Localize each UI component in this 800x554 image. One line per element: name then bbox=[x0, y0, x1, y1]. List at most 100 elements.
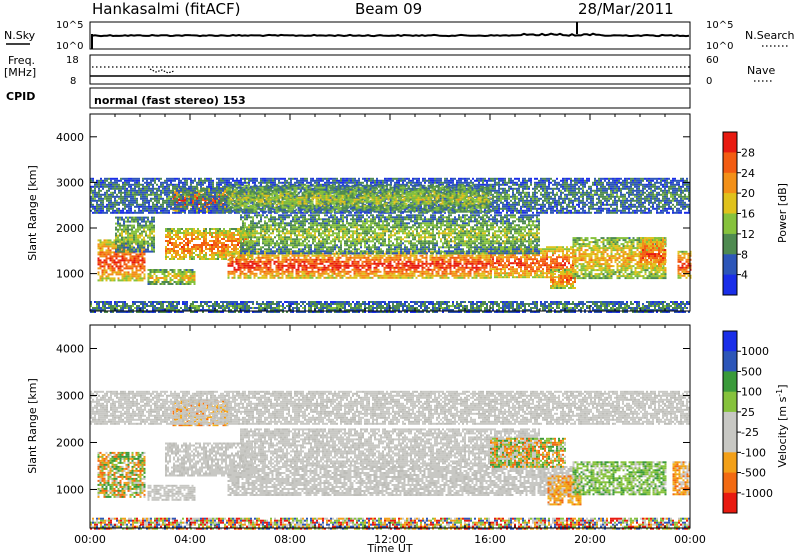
echo-cell bbox=[171, 236, 173, 238]
echo-cell bbox=[635, 275, 637, 277]
echo-cell bbox=[98, 273, 100, 275]
echo-cell bbox=[617, 249, 619, 251]
echo-cell bbox=[660, 259, 662, 261]
echo-cell bbox=[108, 239, 110, 241]
echo-cell bbox=[601, 267, 603, 269]
echo-cell bbox=[575, 273, 577, 275]
echo-cell bbox=[642, 255, 644, 257]
echo-cell bbox=[432, 273, 434, 275]
echo-cell bbox=[334, 269, 336, 271]
echo-cell bbox=[336, 273, 338, 275]
echo-cell bbox=[286, 214, 288, 216]
echo-cell bbox=[302, 236, 304, 238]
echo-cell bbox=[617, 259, 619, 261]
echo-cell bbox=[484, 265, 486, 267]
echo-cell bbox=[655, 277, 657, 279]
echo-cell bbox=[294, 218, 296, 220]
echo-cell bbox=[446, 265, 448, 267]
echo-cell bbox=[250, 216, 252, 218]
echo-cell bbox=[376, 271, 378, 273]
echo-cell bbox=[579, 253, 581, 255]
echo-cell bbox=[225, 234, 227, 236]
echo-cell bbox=[268, 228, 270, 230]
echo-cell bbox=[540, 258, 542, 260]
echo-cell bbox=[562, 260, 564, 262]
echo-cell bbox=[603, 245, 605, 247]
echo-cell bbox=[298, 263, 300, 265]
echo-cell bbox=[642, 263, 644, 265]
echo-cell bbox=[193, 248, 195, 250]
echo-cell bbox=[252, 257, 254, 259]
echo-cell bbox=[137, 247, 139, 249]
echo-cell bbox=[404, 269, 406, 271]
echo-cell bbox=[266, 244, 268, 246]
echo-cell bbox=[177, 230, 179, 232]
echo-cell bbox=[362, 271, 364, 273]
echo-cell bbox=[678, 261, 680, 263]
echo-cell bbox=[189, 256, 191, 258]
echo-cell bbox=[605, 265, 607, 267]
echo-cell bbox=[170, 277, 172, 279]
echo-cell bbox=[384, 263, 386, 265]
echo-cell bbox=[607, 253, 609, 255]
echo-cell bbox=[504, 272, 506, 274]
echo-cell bbox=[452, 265, 454, 267]
echo-cell bbox=[374, 273, 376, 275]
echo-cell bbox=[131, 237, 133, 239]
echo-cell bbox=[684, 251, 686, 253]
echo-cell bbox=[178, 279, 180, 281]
echo-cell bbox=[629, 267, 631, 269]
echo-cell bbox=[215, 230, 217, 232]
echo-cell bbox=[213, 252, 215, 254]
echo-cell bbox=[131, 217, 133, 219]
echo-cell bbox=[127, 247, 129, 249]
echo-cell bbox=[240, 273, 242, 275]
echo-cell bbox=[420, 261, 422, 263]
echo-cell bbox=[276, 267, 278, 269]
echo-cell bbox=[627, 247, 629, 249]
echo-cell bbox=[290, 267, 292, 269]
echo-cell bbox=[583, 255, 585, 257]
echo-cell bbox=[332, 273, 334, 275]
echo-cell bbox=[665, 269, 667, 271]
echo-cell bbox=[661, 275, 663, 277]
echo-cell bbox=[655, 271, 657, 273]
echo-cell bbox=[678, 277, 680, 279]
echo-cell bbox=[394, 261, 396, 263]
echo-cell bbox=[149, 233, 151, 235]
echo-cell bbox=[654, 237, 656, 239]
echo-cell bbox=[591, 269, 593, 271]
echo-cell bbox=[562, 287, 564, 289]
echo-cell bbox=[133, 237, 135, 239]
echo-cell bbox=[182, 279, 184, 281]
echo-cell bbox=[232, 261, 234, 263]
echo-cell bbox=[167, 244, 169, 246]
echo-cell bbox=[211, 240, 213, 242]
echo-cell bbox=[621, 249, 623, 251]
echo-cell bbox=[587, 255, 589, 257]
echo-cell bbox=[250, 226, 252, 228]
echo-cell bbox=[462, 271, 464, 273]
echo-cell bbox=[139, 235, 141, 237]
echo-cell bbox=[298, 261, 300, 263]
echo-cell bbox=[150, 277, 152, 279]
echo-cell bbox=[478, 263, 480, 265]
echo-cell bbox=[284, 252, 286, 254]
echo-cell bbox=[368, 261, 370, 263]
echo-cell bbox=[252, 216, 254, 218]
echo-cell bbox=[133, 225, 135, 227]
echo-cell bbox=[296, 220, 298, 222]
echo-cell bbox=[250, 259, 252, 261]
echo-cell bbox=[244, 216, 246, 218]
echo-cell bbox=[524, 272, 526, 274]
echo-cell bbox=[589, 261, 591, 263]
echo-cell bbox=[203, 258, 205, 260]
echo-cell bbox=[292, 275, 294, 277]
echo-cell bbox=[615, 249, 617, 251]
echo-cell bbox=[235, 234, 237, 236]
echo-cell bbox=[522, 262, 524, 264]
echo-cell bbox=[266, 263, 268, 265]
echo-cell bbox=[655, 275, 657, 277]
echo-cell bbox=[346, 259, 348, 261]
echo-cell bbox=[234, 271, 236, 273]
